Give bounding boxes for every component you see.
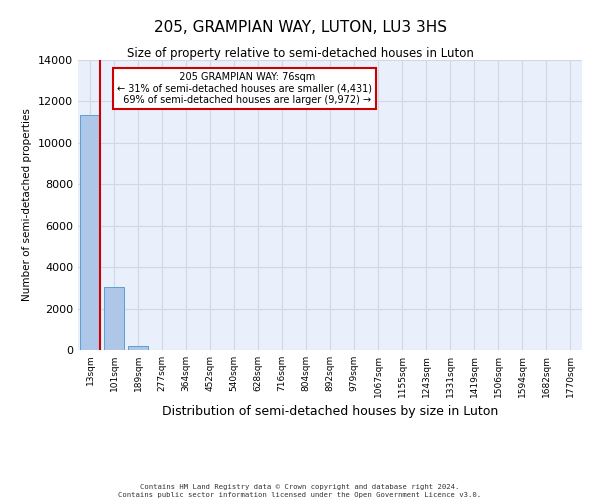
Y-axis label: Number of semi-detached properties: Number of semi-detached properties — [22, 108, 32, 302]
Text: 205, GRAMPIAN WAY, LUTON, LU3 3HS: 205, GRAMPIAN WAY, LUTON, LU3 3HS — [154, 20, 446, 35]
Text: 205 GRAMPIAN WAY: 76sqm
← 31% of semi-detached houses are smaller (4,431)
  69% : 205 GRAMPIAN WAY: 76sqm ← 31% of semi-de… — [117, 72, 372, 105]
X-axis label: Distribution of semi-detached houses by size in Luton: Distribution of semi-detached houses by … — [162, 406, 498, 418]
Bar — [104, 288, 124, 350]
Text: Contains HM Land Registry data © Crown copyright and database right 2024.
Contai: Contains HM Land Registry data © Crown c… — [118, 484, 482, 498]
Bar — [80, 115, 100, 350]
Bar — [128, 346, 148, 350]
Text: Size of property relative to semi-detached houses in Luton: Size of property relative to semi-detach… — [127, 48, 473, 60]
